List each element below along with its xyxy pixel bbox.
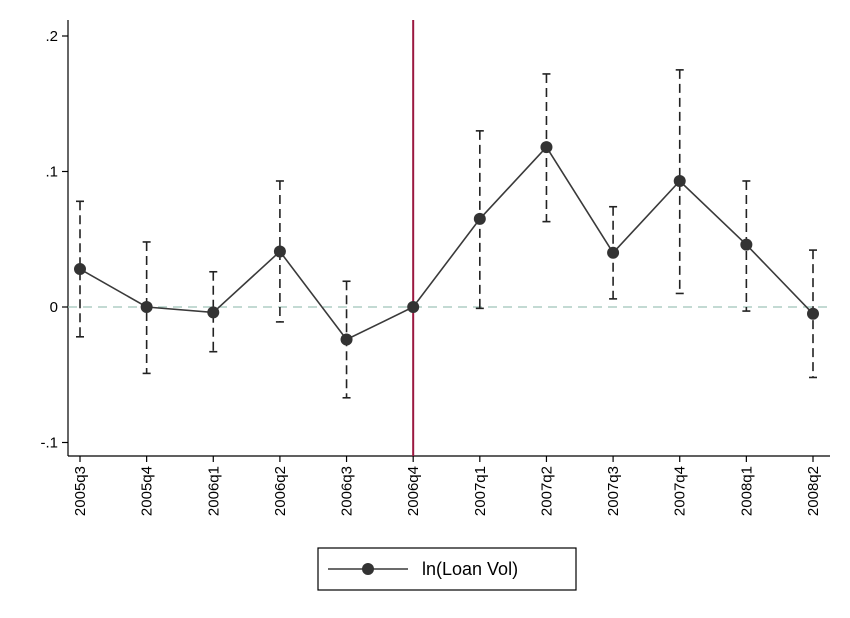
reference-lines — [68, 20, 830, 456]
data-point — [807, 307, 819, 320]
x-tick-label: 2006q3 — [339, 466, 356, 516]
x-tick-label: 2008q2 — [805, 466, 822, 516]
data-point — [74, 263, 86, 276]
y-tick-label: .1 — [45, 164, 58, 181]
x-tick-label: 2005q3 — [72, 466, 89, 516]
data-point — [473, 212, 486, 225]
x-tick-label: 2007q2 — [538, 466, 555, 516]
x-tick-label: 2006q2 — [272, 466, 289, 516]
y-axis-ticks: -.1 0 .1 .2 — [40, 28, 68, 452]
x-tick-label: 2006q4 — [405, 466, 422, 516]
legend-marker-sample — [362, 563, 374, 575]
x-tick-label: 2008q1 — [738, 466, 755, 516]
error-bars — [76, 69, 817, 399]
x-tick-label: 2007q4 — [672, 466, 689, 516]
x-tick-label: 2006q1 — [205, 466, 222, 516]
series-line-ln-loan-vol — [79, 145, 814, 341]
y-tick-label: .2 — [45, 28, 58, 45]
data-point — [607, 246, 620, 259]
x-tick-label: 2007q1 — [472, 466, 489, 516]
legend: ln(Loan Vol) — [317, 547, 577, 591]
data-point — [540, 141, 553, 154]
legend-label: ln(Loan Vol) — [422, 559, 518, 579]
data-point — [407, 301, 420, 313]
x-tick-label: 2007q3 — [605, 466, 622, 516]
x-axis-ticks: 2005q3 2005q4 2006q1 2006q2 2006q3 2006q4 2007… — [72, 456, 822, 516]
x-tick-label: 2005q4 — [139, 466, 156, 516]
data-point — [673, 174, 686, 187]
data-point — [740, 238, 753, 251]
data-markers — [74, 141, 819, 346]
data-point — [340, 333, 353, 346]
axes — [67, 20, 830, 457]
data-point — [273, 245, 286, 258]
y-tick-label: 0 — [50, 299, 58, 316]
data-point — [140, 301, 153, 313]
data-point — [207, 306, 220, 319]
y-tick-label: -.1 — [40, 435, 58, 452]
series-line — [79, 145, 814, 341]
